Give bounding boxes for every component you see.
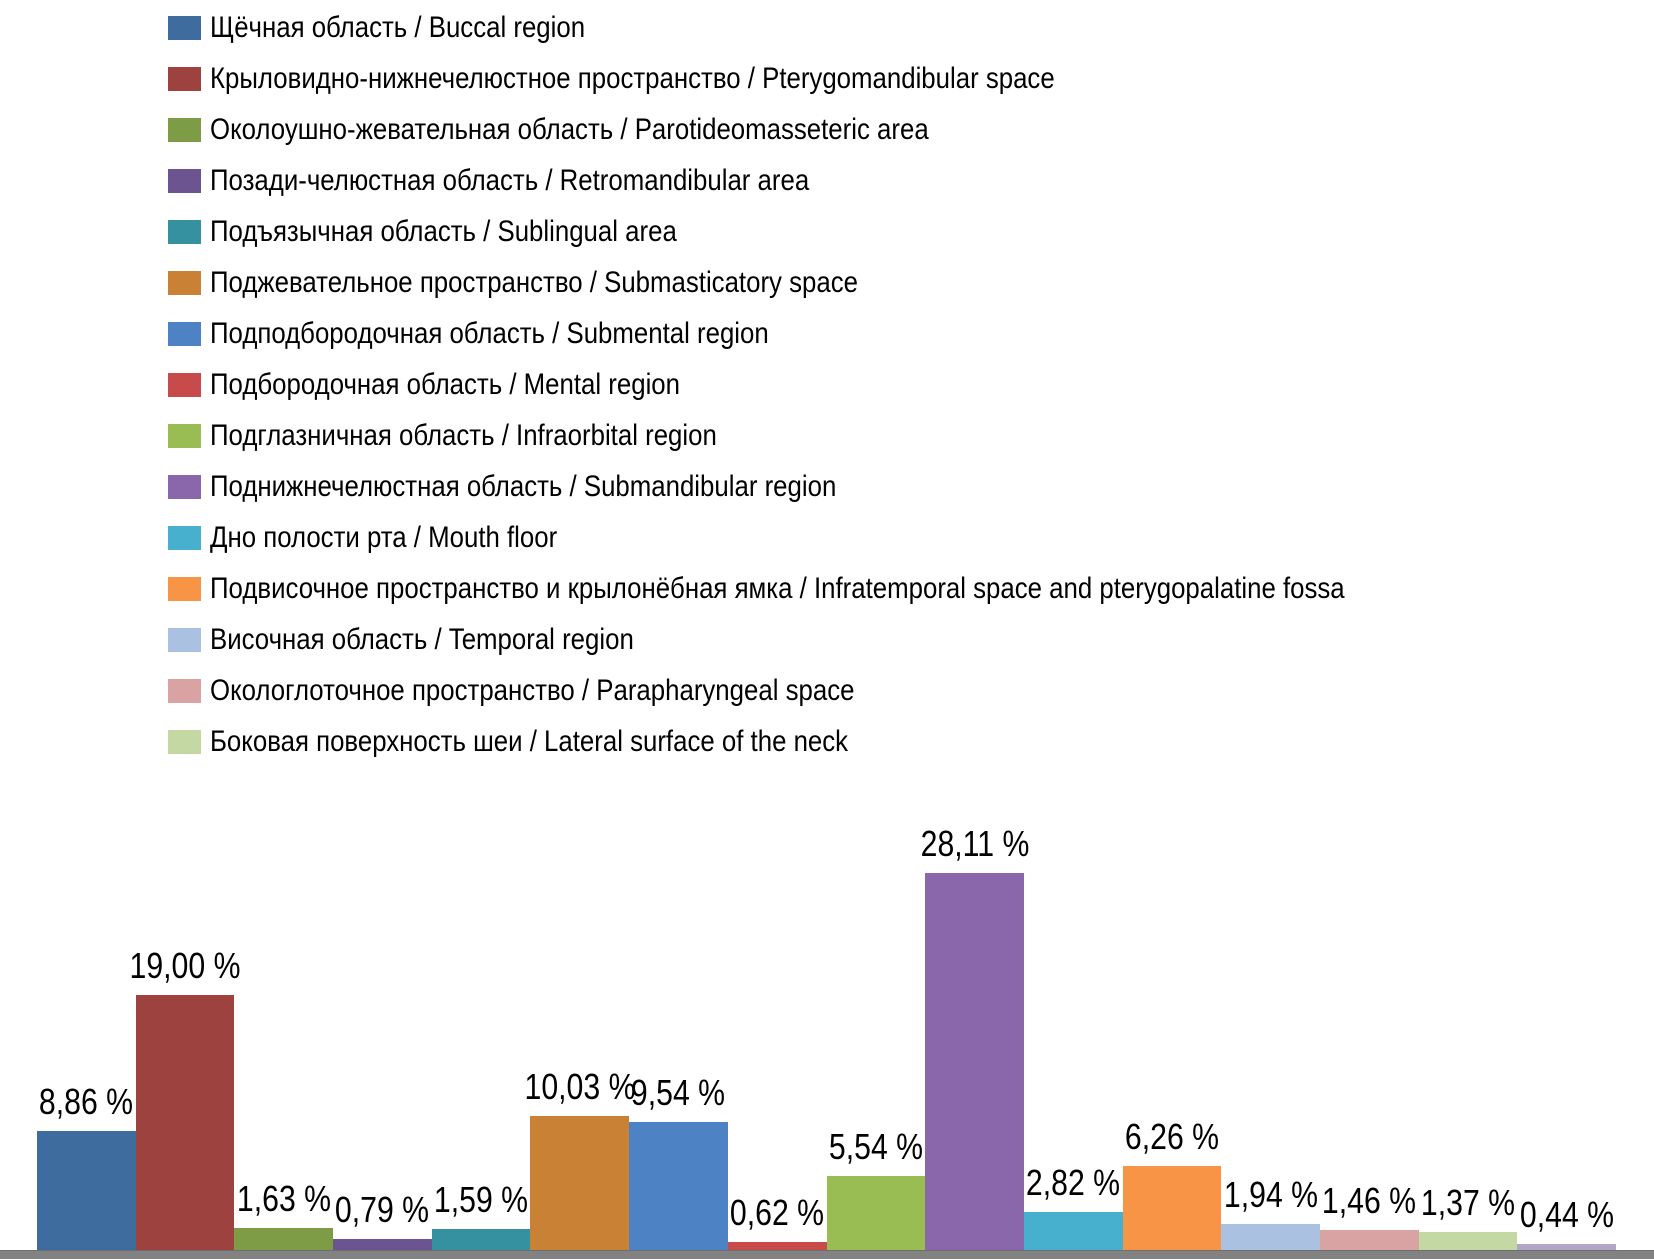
bar-value-label: 1,94 % xyxy=(1223,1174,1318,1215)
legend-item: Поднижнечелюстная область / Submandibula… xyxy=(168,461,1529,512)
bar-value-label: 19,00 % xyxy=(129,945,241,986)
legend-color-swatch xyxy=(168,321,201,346)
bar-value-label: 6,26 % xyxy=(1124,1116,1219,1157)
bar-value-label: 1,59 % xyxy=(434,1179,529,1220)
legend-label: Височная область / Temporal region xyxy=(210,622,634,656)
legend-item: Боковая поверхность шеи / Lateral surfac… xyxy=(168,716,1529,767)
legend-item: Подвисочное пространство и крылонёбная я… xyxy=(168,563,1529,614)
legend-label: Поджевательное пространство / Submastica… xyxy=(210,265,858,299)
legend-item: Височная область / Temporal region xyxy=(168,614,1529,665)
bar-value-label: 10,03 % xyxy=(524,1066,636,1107)
bar-value-label: 0,62 % xyxy=(730,1192,825,1233)
legend-color-swatch xyxy=(168,525,201,550)
legend-color-swatch xyxy=(168,15,201,40)
bar: 10,03 % xyxy=(524,1069,635,1250)
bar: 0,62 % xyxy=(727,1195,827,1250)
legend-label: Подбородочная область / Mental region xyxy=(210,367,681,401)
legend-label: Позади-челюстная область / Retromandibul… xyxy=(210,163,810,197)
legend-color-swatch xyxy=(168,117,201,142)
bar-value-label: 2,82 % xyxy=(1026,1162,1121,1203)
bar: 2,82 % xyxy=(1023,1165,1123,1250)
legend-color-swatch xyxy=(168,678,201,703)
legend-item: Дно полости рта / Mouth floor xyxy=(168,512,1529,563)
legend-label: Щёчная область / Buccal region xyxy=(210,10,586,44)
bar-value-label: 0,44 % xyxy=(1519,1194,1614,1235)
legend-color-swatch xyxy=(168,66,201,91)
bar-value-label: 1,37 % xyxy=(1420,1182,1516,1223)
legend-color-swatch xyxy=(168,474,201,499)
legend-color-swatch xyxy=(168,168,201,193)
bar-value-label: 0,79 % xyxy=(335,1189,430,1230)
legend-item: Крыловидно-нижнечелюстное пространство /… xyxy=(168,53,1529,104)
legend-item: Позади-челюстная область / Retromandibul… xyxy=(168,155,1529,206)
bar: 5,54 % xyxy=(826,1129,926,1250)
legend-label: Подвисочное пространство и крылонёбная я… xyxy=(210,571,1345,605)
legend-label: Подъязычная область / Sublingual area xyxy=(210,214,677,248)
chart-legend: Щёчная область / Buccal region Крыловидн… xyxy=(168,2,1529,767)
legend-color-swatch xyxy=(168,372,201,397)
bar: 1,94 % xyxy=(1221,1177,1320,1250)
legend-item: Подглазничная область / Infraorbital reg… xyxy=(168,410,1529,461)
legend-label: Поднижнечелюстная область / Submandibula… xyxy=(210,469,837,503)
bar-value-label: 8,86 % xyxy=(39,1081,134,1122)
bar: 1,46 % xyxy=(1319,1183,1419,1250)
bar: 1,63 % xyxy=(234,1181,334,1250)
bar: 6,26 % xyxy=(1122,1119,1222,1250)
bar: 1,37 % xyxy=(1418,1185,1518,1250)
legend-label: Крыловидно-нижнечелюстное пространство /… xyxy=(210,61,1055,95)
bar: 28,11 % xyxy=(920,826,1029,1250)
legend-label: Окологлоточное пространство / Parapharyn… xyxy=(210,673,855,707)
legend-color-swatch xyxy=(168,729,201,754)
legend-item: Подъязычная область / Sublingual area xyxy=(168,206,1529,257)
bar-value-label: 1,46 % xyxy=(1322,1180,1417,1221)
x-axis-line xyxy=(0,1250,1654,1259)
legend-label: Подглазничная область / Infraorbital reg… xyxy=(210,418,717,452)
bar-value-label: 1,63 % xyxy=(236,1178,331,1219)
legend-item: Околоушно-жевательная область / Parotide… xyxy=(168,104,1529,155)
legend-item: Поджевательное пространство / Submastica… xyxy=(168,257,1529,308)
bar: 9,54 % xyxy=(629,1075,728,1250)
legend-item: Окологлоточное пространство / Parapharyn… xyxy=(168,665,1529,716)
bar: 8,86 % xyxy=(37,1084,136,1250)
legend-label: Боковая поверхность шеи / Lateral surfac… xyxy=(210,724,849,758)
legend-color-swatch xyxy=(168,576,201,601)
legend-label: Околоушно-жевательная область / Parotide… xyxy=(210,112,929,146)
bars-row: 8,86 % 19,00 % 1,63 % 0,79 % 1,59 % 10,0… xyxy=(37,826,1616,1250)
legend-item: Подбородочная область / Mental region xyxy=(168,359,1529,410)
legend-item: Щёчная область / Buccal region xyxy=(168,2,1529,53)
bar: 0,79 % xyxy=(333,1192,432,1250)
legend-color-swatch xyxy=(168,627,201,652)
bar: 1,59 % xyxy=(431,1182,531,1250)
legend-label: Подподбородочная область / Submental reg… xyxy=(210,316,769,350)
legend-color-swatch xyxy=(168,423,201,448)
legend-item: Подподбородочная область / Submental reg… xyxy=(168,308,1529,359)
plot-area: 8,86 % 19,00 % 1,63 % 0,79 % 1,59 % 10,0… xyxy=(0,787,1654,1259)
legend-color-swatch xyxy=(168,270,201,295)
bar-value-label: 5,54 % xyxy=(828,1126,923,1167)
legend-label: Дно полости рта / Mouth floor xyxy=(210,520,558,554)
bar: 19,00 % xyxy=(130,948,241,1250)
bar-value-label: 9,54 % xyxy=(631,1072,726,1113)
legend-color-swatch xyxy=(168,219,201,244)
bar-value-label: 28,11 % xyxy=(920,823,1029,864)
bar: 0,44 % xyxy=(1517,1197,1616,1250)
